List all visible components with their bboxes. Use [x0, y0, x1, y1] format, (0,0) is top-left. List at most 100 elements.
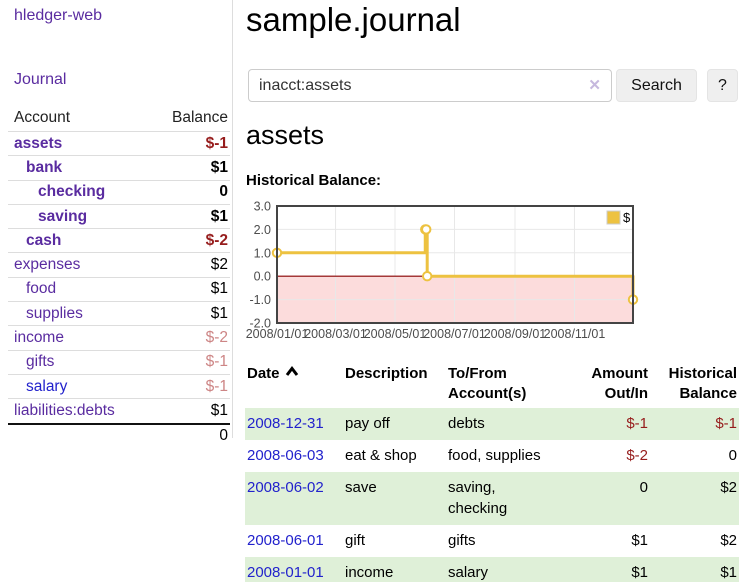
search-box: ✕ — [248, 69, 612, 102]
accounts-column-header: To/From Account(s) — [448, 365, 527, 403]
account-link[interactable]: income — [14, 329, 64, 347]
account-balance: $1 — [210, 280, 228, 298]
description-column-header: Description — [345, 365, 428, 382]
transaction-amount: $1 — [631, 531, 648, 549]
transaction-amount: $1 — [631, 563, 648, 581]
transaction-description: save — [345, 478, 377, 496]
search-input[interactable] — [248, 69, 612, 102]
account-balance: $-2 — [205, 231, 228, 249]
x-axis-tick-label: 2008/07/01 — [423, 327, 486, 341]
data-point-marker — [421, 224, 432, 235]
x-axis-tick-label: 2008/09/01 — [484, 327, 547, 341]
account-link[interactable]: salary — [26, 377, 68, 395]
transaction-accounts: food, supplies — [448, 446, 541, 464]
amount-column-header: Amount Out/In — [591, 365, 648, 403]
x-axis-tick-label: 2008/03/01 — [304, 327, 367, 341]
account-balance: $1 — [210, 158, 228, 176]
account-row-expenses: expenses $2 — [8, 252, 230, 276]
register-row: 2008-06-01 gift gifts $1 $2 — [245, 525, 739, 557]
account-link[interactable]: liabilities:debts — [14, 401, 115, 419]
account-row-salary: salary $-1 — [8, 373, 230, 398]
account-column-header: Account — [14, 109, 71, 126]
y-axis-tick-label: -1.0 — [249, 293, 271, 307]
historical-balance-column-header: Historical Balance — [668, 365, 737, 403]
transaction-date-link[interactable]: 2008-01-01 — [247, 563, 324, 581]
account-link[interactable]: saving — [38, 207, 88, 225]
transaction-date-link[interactable]: 2008-12-31 — [247, 414, 324, 432]
account-link[interactable]: food — [26, 280, 57, 298]
account-balance: $-1 — [205, 377, 228, 395]
account-link[interactable]: bank — [26, 158, 63, 176]
account-link[interactable]: supplies — [26, 304, 83, 322]
legend-label: $ — [623, 210, 631, 225]
transaction-balance: 0 — [728, 446, 737, 464]
account-row-assets: assets $-1 — [8, 131, 230, 155]
transaction-date-link[interactable]: 2008-06-02 — [247, 478, 324, 496]
date-column-label: Date — [247, 365, 280, 382]
account-balance: $-1 — [205, 353, 228, 371]
account-row-cash: cash $-2 — [8, 228, 230, 252]
transaction-description: income — [345, 563, 394, 581]
account-link[interactable]: gifts — [26, 353, 55, 371]
search-button[interactable]: Search — [616, 69, 697, 102]
register-rows: 2008-12-31 pay off debts $-1 $-1 2008-06-03 ea… — [245, 407, 739, 582]
y-axis-tick-label: -2.0 — [249, 317, 271, 331]
transaction-amount: $-1 — [626, 414, 648, 432]
sidebar-divider — [232, 0, 233, 438]
transaction-description: gift — [345, 531, 366, 549]
account-row-bank: bank $1 — [8, 155, 230, 179]
sort-ascending-icon — [285, 366, 298, 376]
transaction-balance: $2 — [720, 478, 737, 496]
transaction-balance: $2 — [720, 531, 737, 549]
transaction-accounts: gifts — [448, 531, 476, 549]
transaction-date-link[interactable]: 2008-06-03 — [247, 446, 324, 464]
historical-balance-chart: $3.0 2.0 1.0 0.0 -1.0 -2.02008/01/012008/03/0… — [246, 200, 639, 341]
register-row: 2008-12-31 pay off debts $-1 $-1 — [245, 407, 739, 440]
x-axis-tick-label: 2008/11/01 — [544, 327, 606, 341]
account-balance: $1 — [210, 401, 228, 419]
account-balance: $-1 — [205, 134, 228, 152]
transaction-accounts: saving, checking — [448, 478, 508, 517]
register-row: 2008-06-02 save saving, checking 0 $2 — [245, 471, 739, 525]
register-row: 2008-06-03 eat & shop food, supplies $-2 0 — [245, 440, 739, 472]
account-row-supplies: supplies $1 — [8, 301, 230, 325]
account-link[interactable]: expenses — [14, 256, 81, 274]
account-row-food: food $1 — [8, 276, 230, 301]
legend-swatch — [606, 210, 621, 225]
total-balance: 0 — [219, 427, 228, 445]
account-link[interactable]: cash — [26, 231, 62, 249]
account-link[interactable]: checking — [38, 183, 106, 201]
y-axis-tick-label: 1.0 — [254, 246, 271, 260]
help-button[interactable]: ? — [707, 69, 738, 102]
transaction-amount: $-2 — [626, 446, 648, 464]
account-balance: 0 — [219, 183, 228, 201]
date-column-header[interactable]: Date — [245, 360, 343, 408]
sidebar-item-journal[interactable]: Journal — [14, 71, 67, 88]
accounts-total-row: 0 — [8, 422, 230, 448]
clear-search-icon[interactable]: ✕ — [588, 77, 601, 94]
account-link[interactable]: assets — [14, 134, 63, 152]
transaction-description: pay off — [345, 414, 390, 432]
transaction-date-link[interactable]: 2008-06-01 — [247, 531, 324, 549]
transaction-balance: $1 — [720, 563, 737, 581]
accounts-table: Account Balance assets $-1 bank $1 checking 0… — [8, 105, 230, 448]
page-title: sample.journal — [246, 1, 461, 38]
transaction-accounts: salary — [448, 563, 489, 581]
account-row-gifts: gifts $-1 — [8, 349, 230, 374]
y-axis-tick-label: 0.0 — [254, 270, 271, 284]
account-balance: $2 — [210, 256, 228, 274]
transaction-description: eat & shop — [345, 446, 417, 464]
data-point-marker — [422, 271, 433, 282]
account-balance: $1 — [210, 207, 228, 225]
chart-title: Historical Balance: — [246, 172, 382, 189]
register-table: Date Description To/From Account(s) Amou… — [245, 360, 739, 582]
balance-column-header: Balance — [171, 109, 228, 126]
x-axis-tick-label: 2008/01/01 — [246, 327, 309, 341]
account-balance: $1 — [210, 304, 228, 322]
app-title-link[interactable]: hledger-web — [14, 7, 103, 24]
transaction-amount: 0 — [639, 478, 648, 496]
y-axis-tick-label: 3.0 — [254, 200, 271, 214]
plot-border — [276, 205, 634, 324]
account-balance: $-2 — [205, 329, 228, 347]
